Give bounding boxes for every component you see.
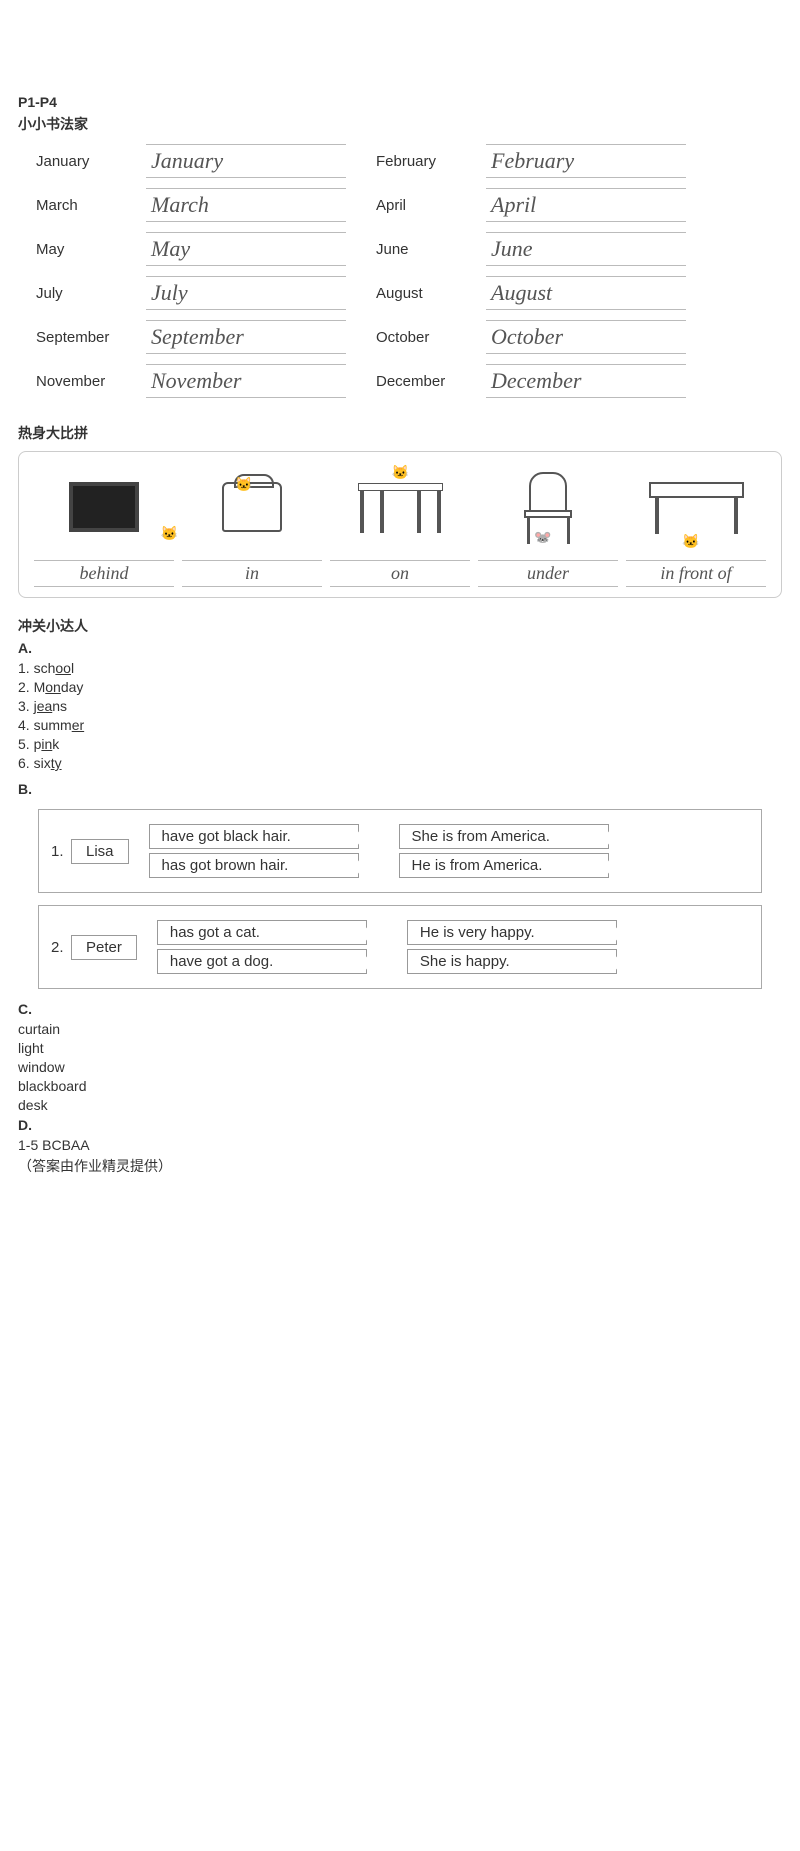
month-script: July [146, 276, 346, 310]
cal-row: May May June June [18, 232, 782, 266]
pic-infrontof: 🐱 [626, 462, 766, 552]
b-box-1: 1. Lisa have got black hair. She is from… [38, 809, 762, 893]
cat-icon: 🐭 [534, 529, 551, 546]
b-option: have got black hair. [149, 824, 359, 849]
partD-answer: 1-5 BCBAA [18, 1137, 782, 1153]
b-option: She is happy. [407, 949, 617, 974]
month-label: August [376, 285, 486, 302]
pic-under: 🐭 [478, 462, 618, 552]
warmup-labels: behind in on under in front of [34, 560, 766, 587]
month-label: November [36, 373, 146, 390]
list-item: 1. school [18, 660, 782, 676]
b-num: 1. [51, 843, 71, 860]
b-name: Peter [71, 935, 137, 960]
month-script: August [486, 276, 686, 310]
partA-label: A. [18, 640, 782, 656]
cal-row: September September October October [18, 320, 782, 354]
c-item: window [18, 1059, 782, 1075]
pic-in: 🐱 [182, 462, 322, 552]
b-name: Lisa [71, 839, 129, 864]
list-item: 2. Monday [18, 679, 782, 695]
warmup-label: under [478, 560, 618, 587]
b-option: He is very happy. [407, 920, 617, 945]
month-label: October [376, 329, 486, 346]
month-label: March [36, 197, 146, 214]
page-range: P1-P4 [18, 94, 782, 110]
month-script: May [146, 232, 346, 266]
cal-row: July July August August [18, 276, 782, 310]
b-option: has got brown hair. [149, 853, 359, 878]
list-item: 6. sixty [18, 755, 782, 771]
c-item: curtain [18, 1021, 782, 1037]
c-item: desk [18, 1097, 782, 1113]
desk-icon [649, 482, 744, 532]
warmup-label: behind [34, 560, 174, 587]
month-label: July [36, 285, 146, 302]
c-item: blackboard [18, 1078, 782, 1094]
cat-icon: 🐱 [161, 525, 178, 542]
warmup-label: in [182, 560, 322, 587]
b-box-2: 2. Peter has got a cat. He is very happy… [38, 905, 762, 989]
partC-label: C. [18, 1001, 782, 1017]
section2-title: 热身大比拼 [18, 423, 782, 443]
month-label: December [376, 373, 486, 390]
calligraphy-block: January January February February March … [18, 144, 782, 398]
month-script: November [146, 364, 346, 398]
b-option: have got a dog. [157, 949, 367, 974]
month-label: February [376, 153, 486, 170]
cat-icon: 🐱 [235, 476, 252, 493]
b-num: 2. [51, 939, 71, 956]
month-script: June [486, 232, 686, 266]
b-option: He is from America. [399, 853, 609, 878]
partD-label: D. [18, 1117, 782, 1133]
b-opts: have got black hair. She is from America… [149, 820, 749, 882]
month-script: March [146, 188, 346, 222]
partC-list: curtain light window blackboard desk [18, 1021, 782, 1113]
month-script: October [486, 320, 686, 354]
month-label: September [36, 329, 146, 346]
month-script: April [486, 188, 686, 222]
cat-icon: 🐱 [682, 533, 699, 550]
c-item: light [18, 1040, 782, 1056]
table-icon [358, 483, 443, 531]
warmup-label: in front of [626, 560, 766, 587]
partB-label: B. [18, 781, 782, 797]
section1-title: 小小书法家 [18, 114, 782, 134]
month-label: January [36, 153, 146, 170]
cat-icon: 🐱 [392, 464, 409, 481]
month-label: May [36, 241, 146, 258]
cal-row: January January February February [18, 144, 782, 178]
footer-note: （答案由作业精灵提供） [18, 1156, 782, 1176]
month-script: January [146, 144, 346, 178]
month-script: February [486, 144, 686, 178]
b-option: She is from America. [399, 824, 609, 849]
month-label: April [376, 197, 486, 214]
b-opts: has got a cat. He is very happy. have go… [157, 916, 749, 978]
list-item: 4. summer [18, 717, 782, 733]
partA-list: 1. school 2. Monday 3. jeans 4. summer 5… [18, 660, 782, 771]
month-script: December [486, 364, 686, 398]
list-item: 5. pink [18, 736, 782, 752]
list-item: 3. jeans [18, 698, 782, 714]
section3-title: 冲关小达人 [18, 616, 782, 636]
blackboard-icon [69, 482, 139, 532]
pic-on: 🐱 [330, 462, 470, 552]
pic-behind: 🐱 [34, 462, 174, 552]
cal-row: November November December December [18, 364, 782, 398]
month-script: September [146, 320, 346, 354]
cal-row: March March April April [18, 188, 782, 222]
b-option: has got a cat. [157, 920, 367, 945]
warmup-pics: 🐱 🐱 🐱 [34, 462, 766, 552]
warmup-block: 🐱 🐱 🐱 [18, 451, 782, 598]
warmup-label: on [330, 560, 470, 587]
month-label: June [376, 241, 486, 258]
